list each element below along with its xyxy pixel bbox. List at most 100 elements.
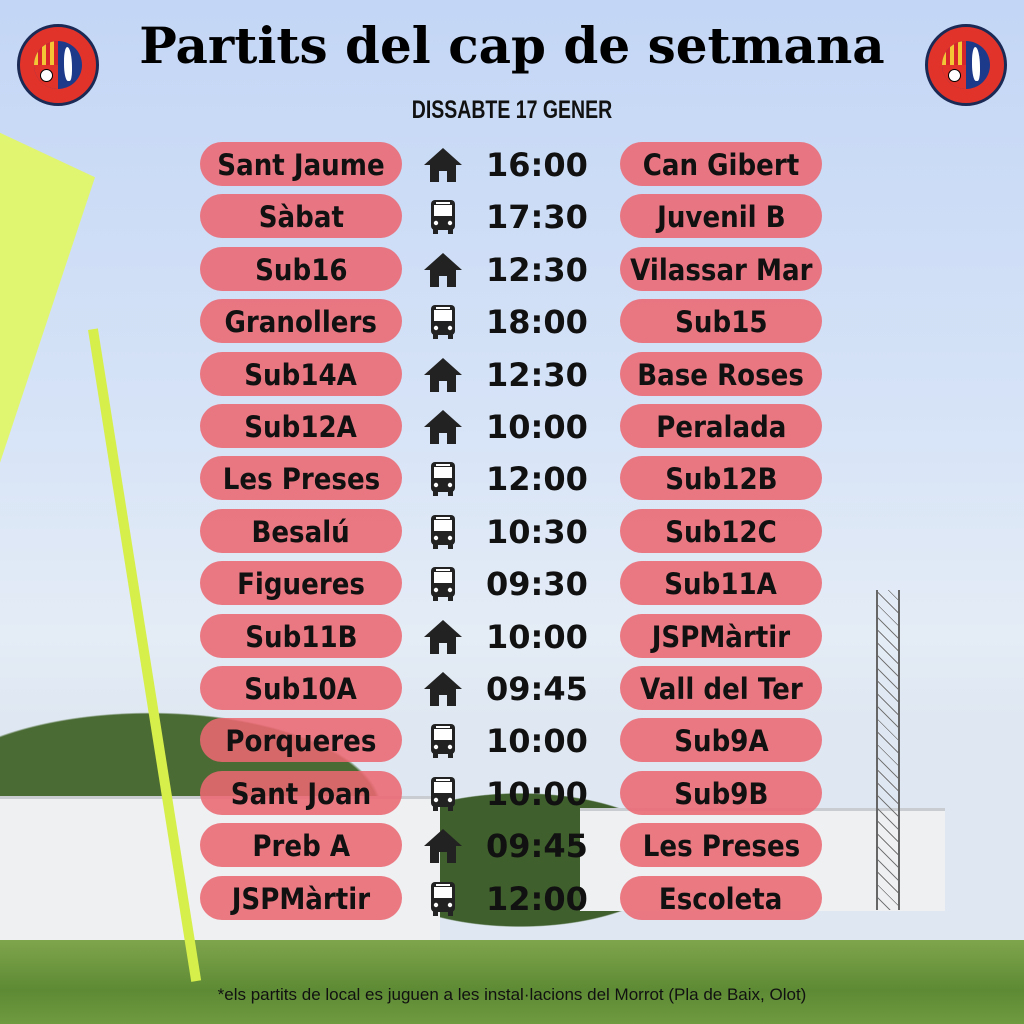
match-time: 09:45 [486, 670, 588, 708]
home-team: Sant Jaume [217, 148, 385, 182]
home-team: Sub12A [244, 410, 358, 444]
away-team-pill: JSPMàrtir [620, 613, 822, 658]
home-team: JSPMàrtir [231, 881, 371, 916]
match-time: 10:00 [486, 774, 588, 813]
home-icon [424, 672, 462, 706]
home-team: Les Preses [222, 462, 380, 497]
home-team-pill: Sub11B [200, 613, 402, 658]
match-time: 10:00 [486, 617, 588, 656]
background-grass [0, 940, 1024, 1024]
match-row: Sant Joan 10:00 Sub9B [0, 770, 1024, 817]
away-team: JSPMàrtir [651, 619, 791, 654]
away-team: Juvenil B [656, 200, 786, 235]
away-team-pill: Can Gibert [620, 142, 822, 186]
away-team: Base Roses [637, 357, 805, 392]
date-subtitle: DISSABTE 17 GENER [411, 96, 613, 124]
match-time: 12:00 [486, 879, 588, 918]
club-logo-left [17, 24, 99, 106]
home-icon [424, 252, 462, 287]
away-team: Sub11A [664, 567, 778, 602]
home-icon [424, 619, 462, 654]
away-team-pill: Sub9A [620, 718, 822, 763]
away-team: Sub9B [673, 776, 769, 811]
away-team: Can Gibert [642, 148, 800, 182]
home-team-pill: Les Preses [200, 456, 402, 501]
match-time: 18:00 [486, 303, 588, 342]
match-row: Sàbat 17:30 Juvenil B [0, 194, 1024, 240]
match-row: Les Preses 12:00 Sub12B [0, 456, 1024, 502]
away-team: Escoleta [659, 881, 783, 916]
bus-icon [431, 305, 455, 340]
away-team: Peralada [655, 410, 787, 444]
match-row: Granollers 18:00 Sub15 [0, 299, 1024, 345]
match-time: 12:30 [486, 355, 588, 394]
match-row: Figueres 09:30 Sub11A [0, 561, 1024, 607]
home-team: Sant Joan [230, 776, 372, 811]
bus-icon [431, 200, 455, 235]
match-time: 16:00 [486, 146, 588, 184]
match-time: 10:30 [486, 512, 588, 551]
home-team: Besalú [251, 514, 351, 549]
away-team-pill: Sub15 [620, 299, 822, 344]
away-team-pill: Juvenil B [620, 194, 822, 239]
background-building [0, 796, 440, 949]
home-icon [424, 357, 462, 392]
match-time: 09:45 [486, 827, 588, 866]
home-team-pill: Figueres [200, 561, 402, 606]
match-time: 10:00 [486, 408, 588, 446]
away-team: Sub15 [674, 305, 768, 340]
home-team-pill: JSPMàrtir [200, 875, 402, 920]
match-row: Preb A 09:45 Les Preses [0, 823, 1024, 869]
home-team-pill: Sub10A [200, 666, 402, 710]
bus-icon [431, 567, 455, 602]
home-team-pill: Granollers [200, 299, 402, 344]
match-row: Sub12A 10:00 Peralada [0, 404, 1024, 450]
away-team-pill: Escoleta [620, 875, 822, 920]
bus-icon [431, 881, 455, 916]
home-team: Sub14A [244, 357, 358, 392]
home-team-pill: Sant Joan [200, 770, 402, 815]
away-team-pill: Peralada [620, 404, 822, 448]
away-team-pill: Vall del Ter [620, 666, 822, 710]
home-team: Sub10A [244, 672, 358, 706]
home-team-pill: Sant Jaume [200, 142, 402, 186]
home-team-pill: Sub16 [200, 246, 402, 291]
match-time: 09:30 [486, 565, 588, 604]
match-row: Sub14A 12:30 Base Roses [0, 351, 1024, 398]
page-title: Partits del cap de setmana [139, 16, 885, 75]
match-row: JSPMàrtir 12:00 Escoleta [0, 875, 1024, 922]
match-row: Sub10A 09:45 Vall del Ter [0, 666, 1024, 712]
away-team-pill: Sub12B [620, 456, 822, 501]
home-team-pill: Besalú [200, 508, 402, 553]
away-team: Vall del Ter [639, 672, 803, 706]
bus-icon [431, 462, 455, 497]
home-team: Granollers [224, 305, 378, 340]
footer-note: *els partits de local es juguen a les in… [217, 985, 807, 1004]
home-team-pill: Porqueres [200, 718, 402, 763]
bus-icon [431, 724, 455, 759]
home-icon [424, 410, 462, 444]
away-team: Sub12C [665, 514, 777, 549]
home-team: Sub11B [244, 619, 358, 654]
away-team-pill: Les Preses [620, 823, 822, 868]
club-logo-right [925, 24, 1007, 106]
home-team: Preb A [252, 829, 350, 864]
match-row: Besalú 10:30 Sub12C [0, 508, 1024, 555]
match-row: Porqueres 10:00 Sub9A [0, 718, 1024, 764]
home-team: Porqueres [225, 724, 377, 759]
match-time: 10:00 [486, 722, 588, 761]
away-team: Les Preses [642, 829, 800, 864]
match-time: 12:30 [486, 250, 588, 289]
home-team: Figueres [237, 567, 365, 602]
away-team-pill: Vilassar Mar [620, 246, 822, 291]
home-team-pill: Preb A [200, 823, 402, 868]
bus-icon [431, 514, 455, 549]
away-team-pill: Sub11A [620, 561, 822, 606]
match-time: 17:30 [486, 198, 588, 237]
match-time: 12:00 [486, 460, 588, 499]
match-row: Sub11B 10:00 JSPMàrtir [0, 613, 1024, 660]
background-tower [876, 590, 900, 910]
match-row: Sub16 12:30 Vilassar Mar [0, 246, 1024, 293]
away-team: Sub9A [673, 724, 769, 759]
home-team-pill: Sub12A [200, 404, 402, 448]
